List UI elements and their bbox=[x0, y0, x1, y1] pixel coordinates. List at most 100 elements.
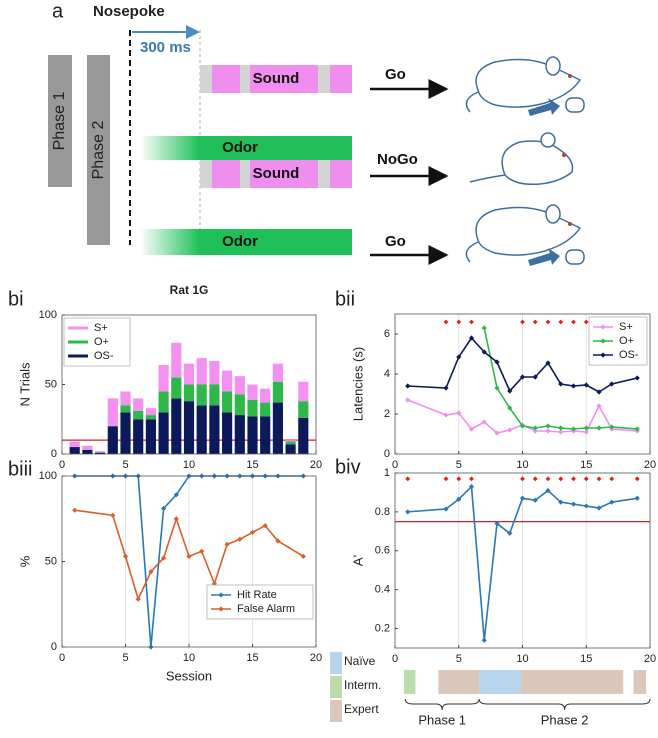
data-point bbox=[494, 520, 500, 527]
data-point bbox=[237, 536, 243, 542]
data-point bbox=[494, 430, 500, 436]
y-tick-label: 100 bbox=[39, 470, 57, 482]
data-point bbox=[300, 553, 306, 559]
odor-bar bbox=[140, 136, 352, 160]
bar-segment bbox=[196, 405, 207, 454]
stage-segment bbox=[438, 670, 480, 694]
stimulus-label: Sound bbox=[253, 165, 300, 182]
bar-segment bbox=[145, 415, 156, 420]
data-point bbox=[405, 509, 411, 515]
bar-segment bbox=[107, 398, 118, 427]
bar-segment bbox=[222, 391, 233, 413]
rat-tail bbox=[465, 241, 479, 263]
y-tick-label: 1 bbox=[384, 467, 390, 479]
stimulus-label: Odor bbox=[222, 139, 258, 156]
lever-arrow bbox=[528, 248, 560, 266]
legend-marker bbox=[600, 338, 606, 344]
data-line bbox=[74, 509, 304, 602]
rat-eye bbox=[568, 222, 572, 226]
data-point bbox=[583, 382, 589, 388]
bar-segment bbox=[95, 452, 106, 454]
bar-segment bbox=[272, 363, 283, 382]
legend: Hit Rate False Alarm bbox=[206, 584, 314, 620]
stimulus-label: Sound bbox=[253, 70, 300, 87]
x-tick-label: 5 bbox=[122, 652, 128, 664]
data-point bbox=[494, 359, 500, 365]
stage-segment bbox=[521, 670, 624, 694]
panel-label: bii bbox=[335, 288, 355, 310]
y-axis-label: % bbox=[17, 555, 32, 567]
data-point bbox=[507, 388, 513, 394]
significance-marker bbox=[571, 319, 576, 325]
significance-marker bbox=[545, 476, 551, 482]
bar-segment bbox=[158, 412, 169, 454]
bar-segment bbox=[82, 449, 93, 454]
y-tick-label: 0 bbox=[51, 641, 57, 653]
data-point bbox=[545, 360, 551, 366]
data-point bbox=[570, 426, 577, 432]
bar-segment bbox=[196, 358, 207, 385]
data-line bbox=[407, 484, 638, 641]
rat-go bbox=[465, 56, 585, 116]
significance-marker bbox=[558, 476, 564, 482]
delay-label: 300 ms bbox=[140, 39, 191, 56]
rat-body bbox=[501, 140, 574, 186]
significance-marker bbox=[520, 476, 525, 482]
bar-segment bbox=[171, 398, 182, 454]
bar-segment bbox=[183, 384, 195, 402]
axes-frame bbox=[61, 314, 317, 455]
data-point bbox=[596, 389, 602, 395]
data-line bbox=[407, 399, 638, 434]
significance-marker bbox=[596, 476, 602, 482]
data-point bbox=[148, 569, 154, 575]
bar-segment bbox=[260, 402, 271, 417]
bar-segment bbox=[222, 370, 233, 392]
significance-marker bbox=[456, 319, 462, 325]
stage-label: Naïve bbox=[344, 654, 376, 668]
x-tick-label: 20 bbox=[644, 653, 656, 665]
bar-segment bbox=[272, 402, 283, 454]
data-point bbox=[583, 503, 589, 509]
sound-gap bbox=[318, 65, 330, 93]
bar-segment bbox=[133, 419, 144, 454]
bar-segment bbox=[298, 417, 309, 454]
bar-segment bbox=[285, 440, 296, 442]
rat-nogo bbox=[469, 132, 574, 186]
x-tick-label: 20 bbox=[310, 652, 322, 664]
bar-segment bbox=[69, 441, 80, 448]
significance-marker bbox=[443, 476, 449, 482]
data-point bbox=[545, 487, 551, 494]
rat-eye bbox=[562, 153, 566, 157]
data-point bbox=[456, 496, 462, 502]
y-tick-label: 6 bbox=[384, 328, 390, 340]
data-point bbox=[199, 548, 205, 554]
phase-bar bbox=[87, 55, 110, 245]
x-tick-label: 15 bbox=[246, 459, 258, 471]
y-tick-label: 0.8 bbox=[375, 506, 390, 518]
sound-stimulus: Sound bbox=[200, 65, 352, 93]
lever-arrow bbox=[528, 98, 560, 116]
bar-segment bbox=[247, 416, 258, 454]
bar-segment bbox=[171, 377, 182, 399]
data-point bbox=[481, 637, 487, 643]
phase-label: Phase 2 bbox=[90, 121, 107, 180]
data-point bbox=[456, 410, 462, 416]
rat-tail bbox=[465, 91, 479, 113]
data-point bbox=[532, 425, 538, 431]
y-tick-label: 4 bbox=[384, 368, 390, 380]
bar-segment bbox=[69, 447, 80, 454]
sound-gap bbox=[240, 160, 250, 188]
odor-bar bbox=[140, 229, 352, 255]
phase-label: Phase 1 bbox=[418, 712, 466, 727]
data-point bbox=[224, 541, 230, 547]
legend-label: S+ bbox=[94, 322, 108, 334]
data-point bbox=[634, 375, 640, 381]
stage-label: Expert bbox=[344, 702, 379, 716]
stimulus-label: Odor bbox=[222, 233, 258, 250]
axes-frame bbox=[394, 313, 651, 455]
sound-gap bbox=[200, 160, 212, 188]
x-tick-label: 10 bbox=[516, 459, 528, 471]
significance-marker bbox=[520, 319, 525, 325]
rat-eye bbox=[568, 74, 572, 78]
significance-marker bbox=[583, 476, 589, 482]
